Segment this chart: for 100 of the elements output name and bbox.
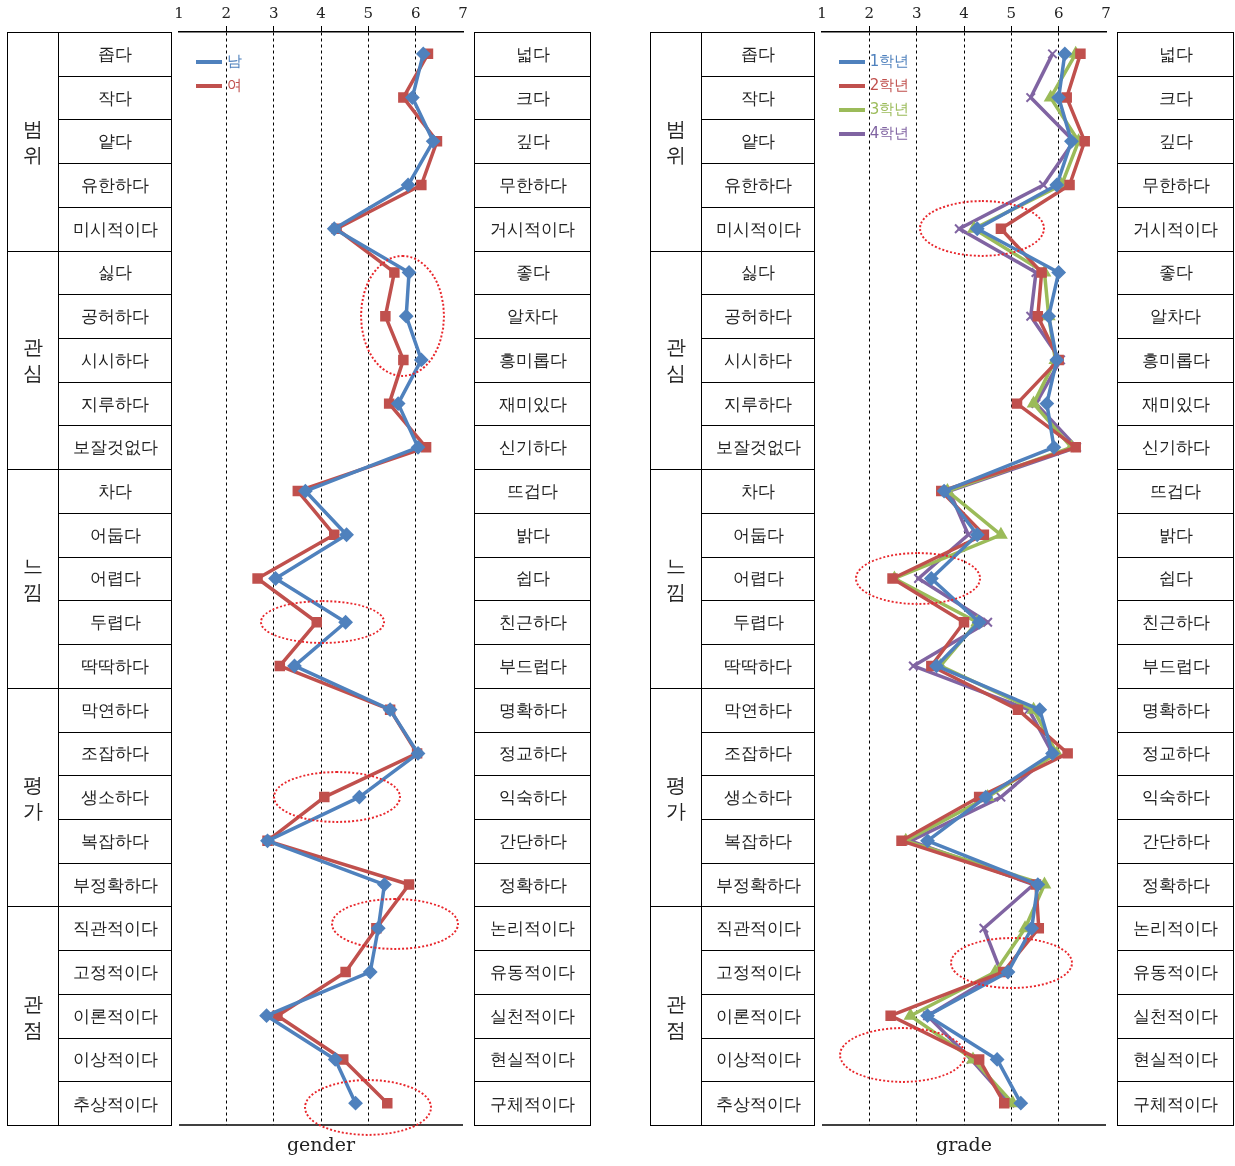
x-tick-label: 5: [363, 3, 374, 22]
legend-label: 2학년: [869, 76, 910, 95]
y2-tick-label: 재미있다: [498, 392, 567, 416]
y2-tick-label: 유동적이다: [490, 960, 575, 984]
y2-tick-label: 명확하다: [1141, 698, 1210, 722]
y2-tick-label: 알차다: [1150, 305, 1201, 329]
y-tick-label: 미시적이다: [72, 217, 158, 241]
y-tick-label: 이론적이다: [72, 1004, 158, 1028]
y-tick-label: 지루하다: [724, 392, 792, 416]
x-tick-label: 2: [864, 3, 875, 22]
y-tick-label: 막연하다: [724, 698, 792, 722]
y2-tick-label: 넓다: [1158, 42, 1193, 66]
y-tick-label: 공허하다: [724, 305, 792, 329]
y-tick-label: 조잡하다: [724, 742, 792, 766]
y2-tick-label: 명확하다: [498, 698, 567, 722]
y-tick-label: 어둡다: [732, 523, 784, 547]
y-tick-label: 좁다: [98, 42, 132, 66]
y-tick-label: 차다: [741, 480, 775, 504]
x-tick-label: 2: [221, 3, 232, 22]
y2-tick-label: 좋다: [515, 261, 550, 285]
y-tick-label: 복잡하다: [81, 829, 149, 853]
y-tick-label: 지루하다: [81, 392, 149, 416]
text: 범위: [22, 115, 44, 168]
text: 평가: [22, 771, 44, 824]
y-tick-label: 생소하다: [81, 786, 149, 810]
x-tick-label: 7: [1101, 3, 1111, 22]
text: 느낌: [665, 553, 687, 605]
y-tick-label: 생소하다: [724, 786, 792, 810]
y2-tick-label: 간단하다: [1141, 829, 1210, 853]
y-tick-label: 시시하다: [724, 348, 792, 372]
legend-label: 여: [226, 76, 242, 95]
y2-tick-label: 실천적이다: [1133, 1004, 1218, 1028]
x-tick-label: 1: [817, 3, 827, 22]
y-tick-label: 두렵다: [732, 611, 784, 635]
y-tick-label: 이론적이다: [715, 1004, 801, 1028]
x-tick-label: 6: [1053, 3, 1064, 22]
y2-tick-label: 흥미롭다: [498, 348, 567, 372]
y2-tick-label: 뜨겁다: [1150, 480, 1201, 504]
text: 범위: [665, 115, 687, 168]
y-tick-label: 고정적이다: [715, 960, 801, 984]
y2-tick-label: 정확하다: [1141, 873, 1210, 897]
y-tick-label: 어렵다: [89, 567, 141, 591]
y2-tick-label: 유동적이다: [1133, 960, 1218, 984]
y-tick-label: 유한하다: [81, 174, 149, 197]
text: 관점: [22, 990, 44, 1043]
y2-tick-label: 밝다: [515, 523, 550, 547]
legend-label: 3학년: [869, 100, 910, 119]
y-tick-label: 복잡하다: [724, 829, 792, 853]
y2-tick-label: 뜨겁다: [507, 480, 558, 504]
y2-tick-label: 거시적이다: [490, 217, 575, 241]
x-tick-label: 1: [174, 3, 184, 22]
y-tick-label: 어렵다: [732, 567, 784, 591]
x-tick-label: 5: [1006, 3, 1017, 22]
y-tick-label: 직관적이다: [715, 917, 801, 941]
x-tick-label: 4: [959, 3, 969, 22]
y2-tick-label: 무한하다: [1141, 174, 1210, 197]
y-tick-label: 보잘것없다: [715, 436, 801, 460]
x-tick-label: 4: [316, 3, 326, 22]
y-tick-label: 어둡다: [89, 523, 141, 547]
y-tick-label: 얕다: [741, 130, 775, 154]
y2-tick-label: 친근하다: [1141, 611, 1210, 635]
y2-tick-label: 무한하다: [498, 174, 567, 197]
y2-tick-label: 정교하다: [1141, 742, 1210, 766]
y-tick-label: 시시하다: [81, 348, 149, 372]
y2-tick-label: 크다: [1158, 86, 1193, 110]
legend-label: 남: [226, 52, 242, 71]
y2-tick-label: 신기하다: [498, 436, 567, 460]
y2-tick-label: 넓다: [515, 42, 550, 66]
y-tick-label: 부정확하다: [72, 873, 158, 897]
y2-tick-label: 현실적이다: [1133, 1048, 1218, 1072]
legend-label: 4학년: [869, 124, 910, 143]
text: 관점: [665, 990, 687, 1043]
x-tick-label: 6: [410, 3, 421, 22]
y2-tick-label: 정교하다: [498, 742, 567, 766]
y2-tick-label: 알차다: [507, 305, 558, 329]
y2-tick-label: 익숙하다: [498, 786, 567, 810]
text: 평가: [665, 771, 687, 824]
y-tick-label: 작다: [741, 86, 775, 110]
y-tick-label: 조잡하다: [81, 742, 149, 766]
y2-tick-label: 깊다: [515, 130, 550, 154]
y2-tick-label: 재미있다: [1141, 392, 1210, 416]
y2-tick-label: 구체적이다: [490, 1092, 575, 1116]
text: 관심: [22, 334, 44, 387]
y-tick-label: 이상적이다: [72, 1048, 158, 1072]
y-tick-label: 이상적이다: [715, 1048, 801, 1072]
y-tick-label: 직관적이다: [72, 917, 158, 941]
y2-tick-label: 실천적이다: [490, 1004, 575, 1028]
y-tick-label: 추상적이다: [715, 1092, 801, 1116]
y-tick-label: 작다: [98, 86, 132, 110]
y2-tick-label: 친근하다: [498, 611, 567, 635]
y2-tick-label: 논리적이다: [490, 917, 575, 941]
y-tick-label: 싫다: [741, 261, 775, 285]
y-tick-label: 딱딱하다: [724, 654, 792, 678]
y-tick-label: 막연하다: [81, 698, 149, 722]
y2-tick-label: 쉽다: [1158, 567, 1193, 591]
y-tick-label: 유한하다: [724, 174, 792, 197]
y2-tick-label: 정확하다: [498, 873, 567, 897]
y-tick-label: 미시적이다: [715, 217, 801, 241]
y2-tick-label: 간단하다: [498, 829, 567, 853]
y-tick-label: 차다: [98, 480, 132, 504]
